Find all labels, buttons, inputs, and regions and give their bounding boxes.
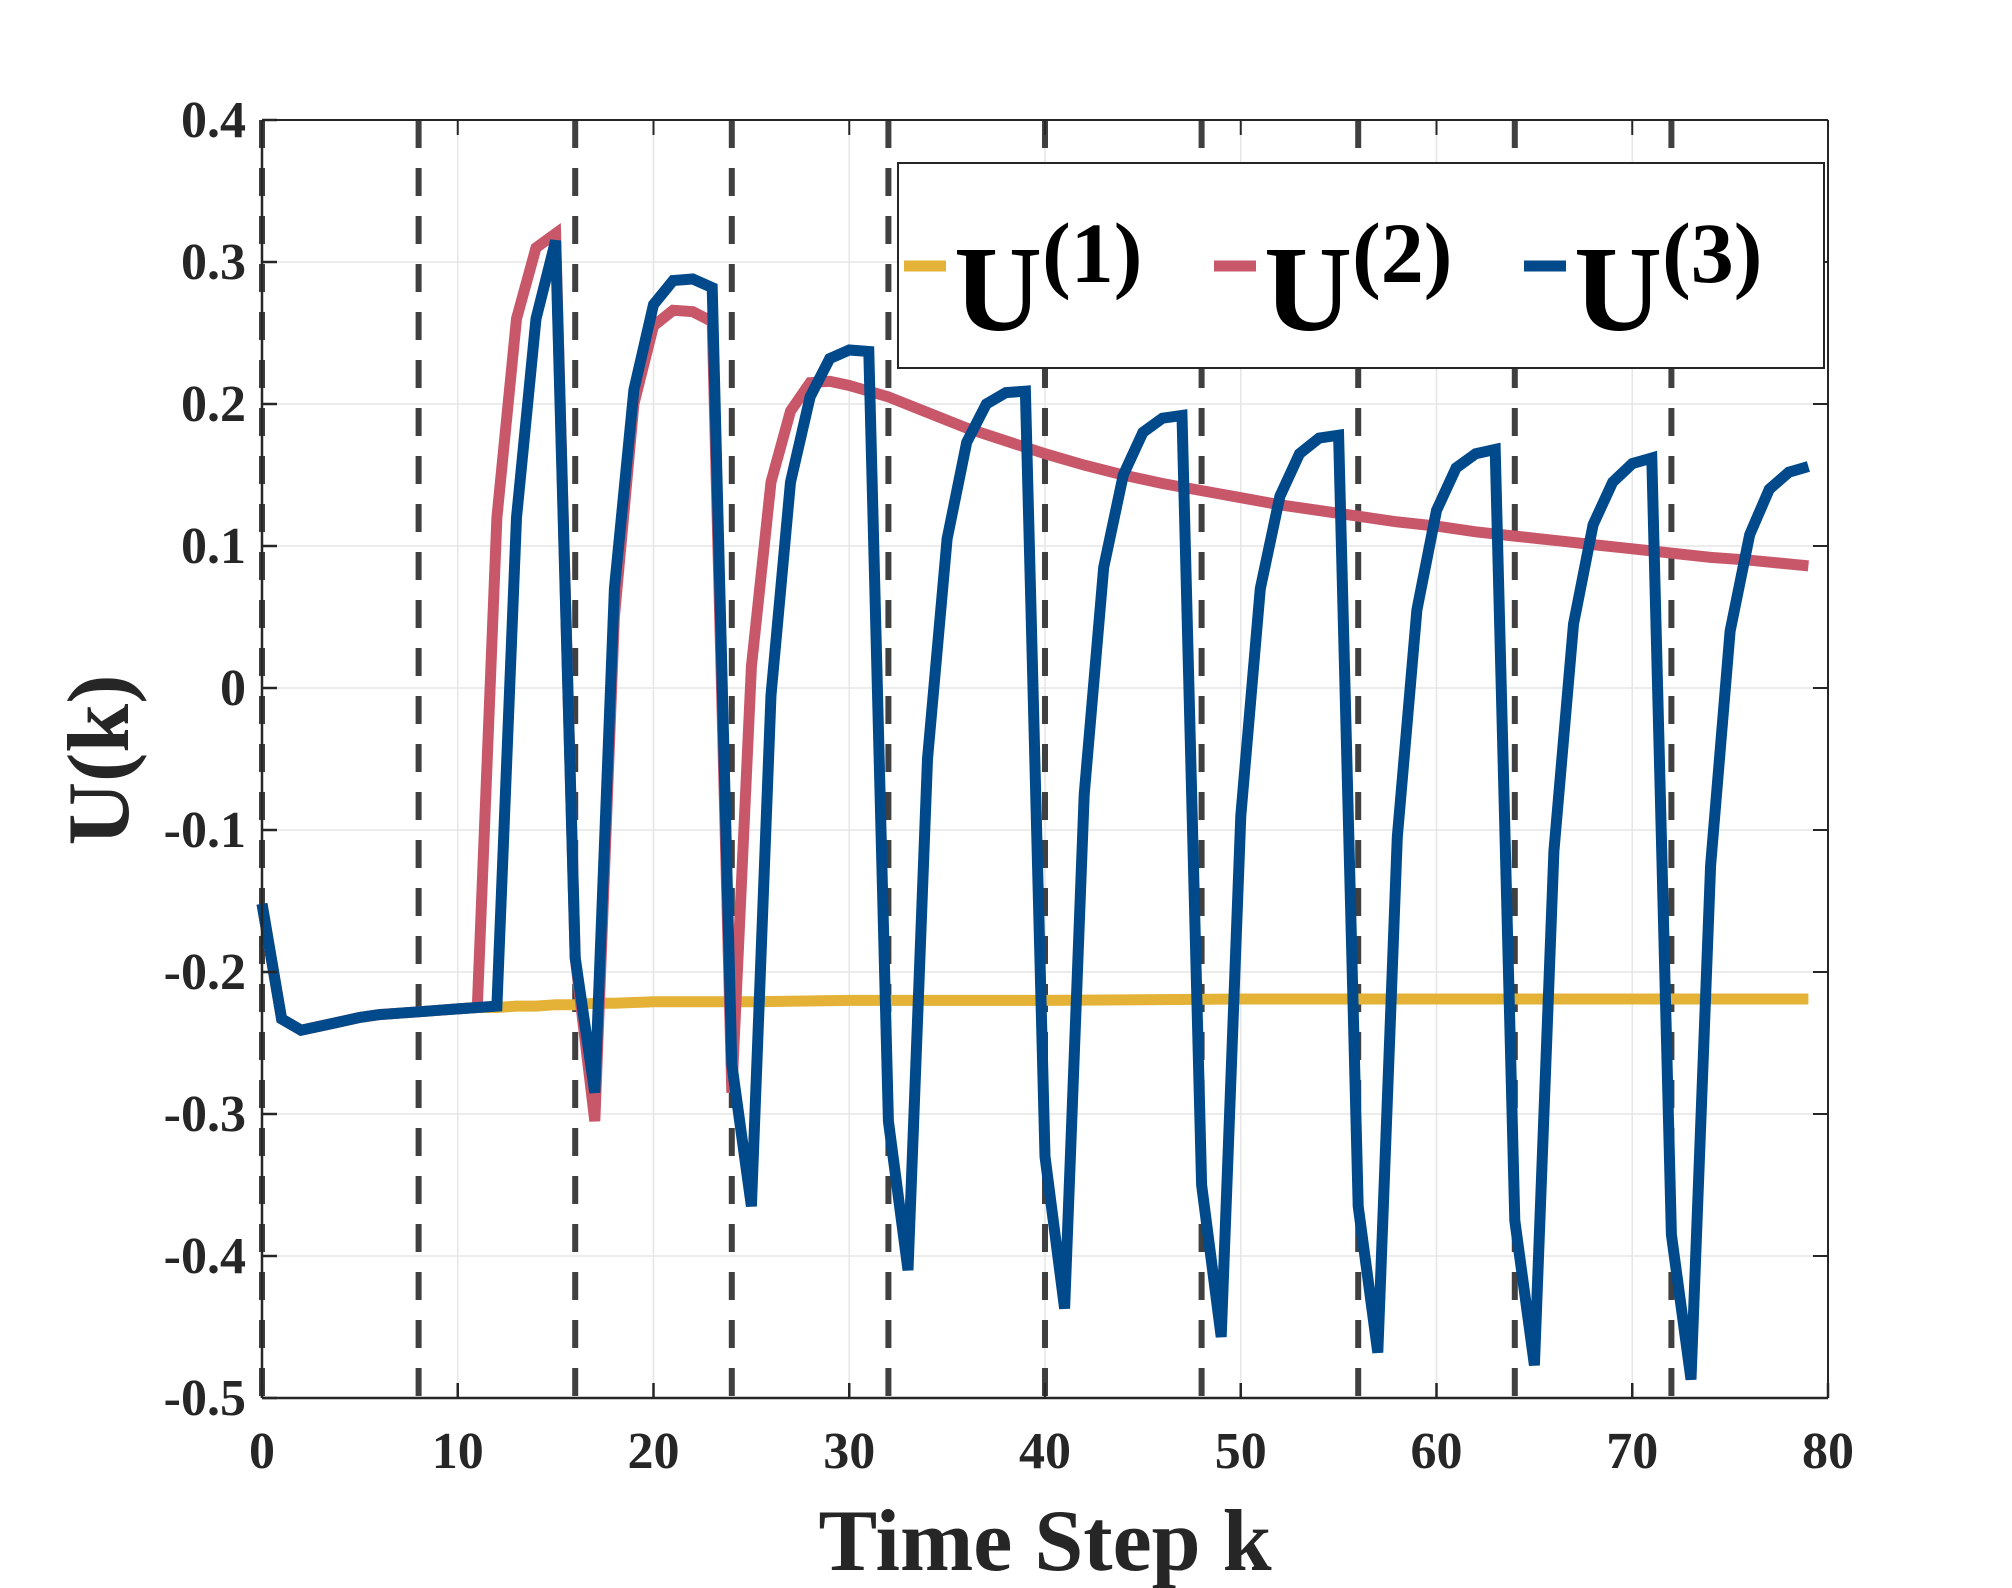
y-tick-label: -0.2 bbox=[164, 944, 246, 1001]
legend-box bbox=[897, 162, 1825, 369]
legend-label-superscript: (2) bbox=[1352, 205, 1452, 301]
x-tick-label: 20 bbox=[628, 1423, 680, 1480]
x-tick-label: 60 bbox=[1411, 1423, 1463, 1480]
y-axis-label: U(k) bbox=[51, 674, 148, 845]
y-tick-label: -0.1 bbox=[164, 802, 246, 859]
legend-label-superscript: (3) bbox=[1662, 205, 1762, 301]
y-tick-label: -0.3 bbox=[164, 1086, 246, 1143]
y-tick-label: -0.4 bbox=[164, 1228, 246, 1285]
y-tick-label: 0 bbox=[220, 660, 246, 717]
x-tick-label: 10 bbox=[432, 1423, 484, 1480]
y-tick-label: 0.1 bbox=[181, 518, 246, 575]
x-axis-label: Time Step k bbox=[818, 1493, 1271, 1588]
legend-label-base: U bbox=[954, 222, 1042, 357]
y-tick-label: -0.5 bbox=[164, 1370, 246, 1427]
legend-label-u1: U(1) bbox=[954, 205, 1142, 357]
x-tick-label: 40 bbox=[1019, 1423, 1071, 1480]
series-line-u3 bbox=[256, 239, 1810, 1381]
x-tick-label: 30 bbox=[823, 1423, 875, 1480]
legend-label-base: U bbox=[1264, 222, 1352, 357]
legend-label-u2: U(2) bbox=[1264, 205, 1452, 357]
axes bbox=[260, 118, 1830, 1400]
y-tick-label: 0.4 bbox=[181, 92, 246, 149]
legend-label-base: U bbox=[1574, 222, 1662, 357]
legend-label-u3: U(3) bbox=[1574, 205, 1762, 357]
x-tick-label: 70 bbox=[1606, 1423, 1658, 1480]
x-tick-label: 80 bbox=[1802, 1423, 1854, 1480]
legend-label-superscript: (1) bbox=[1042, 205, 1142, 301]
series-lines bbox=[256, 223, 1810, 1381]
tick-labels: 0 10 20 30 40 50 60 70 80 -0.5 -0.4 -0.3 -0.2 -0.1 0 0.… bbox=[164, 92, 1854, 1480]
y-tick-label: 0.2 bbox=[181, 376, 246, 433]
x-tick-label: 50 bbox=[1215, 1423, 1267, 1480]
x-tick-label: 0 bbox=[249, 1423, 275, 1480]
legend: U(1) U(2) U(3) bbox=[897, 162, 1825, 369]
y-tick-label: 0.3 bbox=[181, 234, 246, 291]
